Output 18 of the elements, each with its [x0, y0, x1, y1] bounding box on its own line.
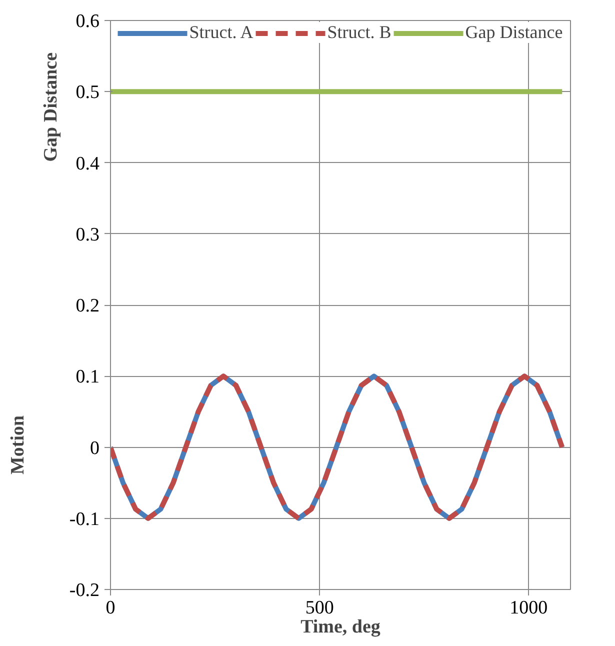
y-tick-label: 0.5	[76, 82, 100, 104]
y-tick-label: 0.3	[76, 224, 100, 246]
y-tick-label: 0.2	[76, 296, 100, 316]
y-tick-label: 0.4	[76, 153, 100, 174]
y-tick-label: 0.1	[76, 366, 100, 388]
legend-label: Struct. A	[189, 22, 254, 43]
x-tick-label: 1000	[510, 598, 548, 618]
y-axis-title: Gap Distance	[40, 52, 62, 162]
legend-label: Gap Distance	[465, 22, 563, 43]
y-tick-label: 0	[90, 438, 100, 459]
text: Motion	[8, 414, 28, 474]
y-tick-label: -0.2	[69, 580, 100, 601]
x-tick-label: 500	[305, 598, 334, 618]
y-tick-label: 0.6	[76, 11, 100, 32]
x-tick-label: 0	[106, 598, 116, 618]
x-axis-title: Time, deg	[300, 616, 381, 638]
legend-label: Struct. B	[327, 22, 392, 43]
y-tick-label: -0.1	[69, 508, 100, 530]
